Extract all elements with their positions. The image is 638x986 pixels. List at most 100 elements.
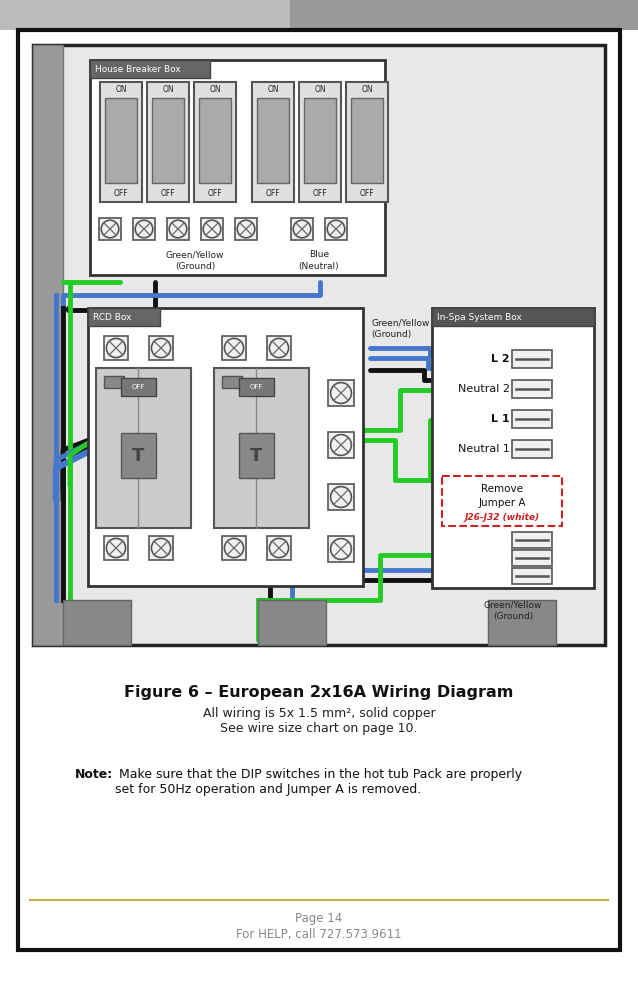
- Text: OFF: OFF: [249, 384, 263, 390]
- Bar: [152, 98, 184, 183]
- Bar: [512, 568, 552, 584]
- Bar: [147, 82, 189, 202]
- Bar: [267, 536, 291, 560]
- Bar: [33, 45, 63, 645]
- Bar: [346, 82, 388, 202]
- Bar: [121, 433, 156, 478]
- Bar: [33, 45, 605, 645]
- Bar: [328, 380, 354, 406]
- Text: J26-J32 (white): J26-J32 (white): [464, 513, 540, 522]
- Bar: [328, 432, 354, 458]
- Text: Page 14: Page 14: [295, 912, 343, 925]
- Text: L 1: L 1: [491, 414, 510, 424]
- Bar: [222, 376, 242, 388]
- Text: For HELP, call 727.573.9611: For HELP, call 727.573.9611: [236, 928, 402, 941]
- Bar: [96, 368, 191, 528]
- Text: L 2: L 2: [491, 354, 510, 364]
- Bar: [121, 378, 156, 396]
- Text: ON: ON: [162, 86, 174, 95]
- Bar: [88, 308, 363, 586]
- Bar: [290, 0, 638, 30]
- Bar: [104, 376, 124, 388]
- Bar: [512, 380, 552, 398]
- Bar: [99, 218, 121, 240]
- Text: OFF: OFF: [265, 189, 280, 198]
- Bar: [104, 336, 128, 360]
- Text: (Ground): (Ground): [493, 612, 533, 621]
- Bar: [199, 98, 231, 183]
- Text: ON: ON: [209, 86, 221, 95]
- Text: Green/Yellow: Green/Yellow: [484, 600, 542, 609]
- Bar: [252, 82, 294, 202]
- Text: OFF: OFF: [114, 189, 128, 198]
- Text: (Ground): (Ground): [175, 262, 215, 271]
- Bar: [512, 410, 552, 428]
- Text: See wire size chart on page 10.: See wire size chart on page 10.: [220, 722, 418, 735]
- Bar: [167, 218, 189, 240]
- Bar: [432, 308, 594, 588]
- Bar: [0, 0, 638, 30]
- Bar: [201, 218, 223, 240]
- Text: Neutral 2: Neutral 2: [458, 384, 510, 394]
- Text: Green/Yellow: Green/Yellow: [166, 250, 224, 259]
- Text: OFF: OFF: [161, 189, 175, 198]
- Text: Remove: Remove: [481, 484, 523, 494]
- Text: OFF: OFF: [360, 189, 375, 198]
- Text: T: T: [250, 447, 262, 465]
- Bar: [90, 60, 385, 275]
- Bar: [304, 98, 336, 183]
- Bar: [100, 82, 142, 202]
- Bar: [351, 98, 383, 183]
- Bar: [214, 368, 309, 528]
- Text: OFF: OFF: [208, 189, 222, 198]
- Bar: [512, 440, 552, 458]
- Text: All wiring is 5x 1.5 mm², solid copper: All wiring is 5x 1.5 mm², solid copper: [203, 707, 435, 720]
- Bar: [291, 218, 313, 240]
- Text: OFF: OFF: [313, 189, 327, 198]
- Text: RCD Box: RCD Box: [93, 313, 131, 321]
- Text: ON: ON: [361, 86, 373, 95]
- Bar: [222, 536, 246, 560]
- Bar: [512, 350, 552, 368]
- Bar: [104, 536, 128, 560]
- Text: In-Spa System Box: In-Spa System Box: [437, 313, 522, 321]
- Bar: [432, 308, 594, 326]
- Bar: [258, 600, 326, 645]
- Bar: [239, 378, 274, 396]
- Text: ON: ON: [314, 86, 326, 95]
- Text: Jumper A: Jumper A: [478, 498, 526, 508]
- Text: ON: ON: [115, 86, 127, 95]
- Bar: [325, 218, 347, 240]
- Bar: [90, 60, 210, 78]
- Bar: [235, 218, 257, 240]
- Bar: [488, 600, 556, 645]
- Text: (Ground): (Ground): [371, 330, 412, 339]
- Text: Green/Yellow: Green/Yellow: [371, 318, 429, 327]
- Bar: [512, 532, 552, 548]
- Text: Note:: Note:: [75, 768, 114, 781]
- Bar: [149, 336, 173, 360]
- Bar: [222, 336, 246, 360]
- Bar: [194, 82, 236, 202]
- Bar: [239, 433, 274, 478]
- Bar: [299, 82, 341, 202]
- Text: Blue: Blue: [309, 250, 329, 259]
- Bar: [105, 98, 137, 183]
- Bar: [257, 98, 289, 183]
- Bar: [328, 484, 354, 510]
- Bar: [63, 600, 131, 645]
- Text: House Breaker Box: House Breaker Box: [95, 64, 181, 74]
- Text: (Neutral): (Neutral): [299, 262, 339, 271]
- Text: T: T: [132, 447, 144, 465]
- Bar: [88, 308, 160, 326]
- Text: OFF: OFF: [131, 384, 145, 390]
- Bar: [133, 218, 155, 240]
- Text: Make sure that the DIP switches in the hot tub Pack are properly
set for 50Hz op: Make sure that the DIP switches in the h…: [115, 768, 522, 796]
- Bar: [149, 536, 173, 560]
- Bar: [267, 336, 291, 360]
- Bar: [328, 536, 354, 562]
- Text: Figure 6 – European 2x16A Wiring Diagram: Figure 6 – European 2x16A Wiring Diagram: [124, 685, 514, 700]
- Bar: [512, 550, 552, 566]
- Text: ON: ON: [267, 86, 279, 95]
- Bar: [442, 476, 562, 526]
